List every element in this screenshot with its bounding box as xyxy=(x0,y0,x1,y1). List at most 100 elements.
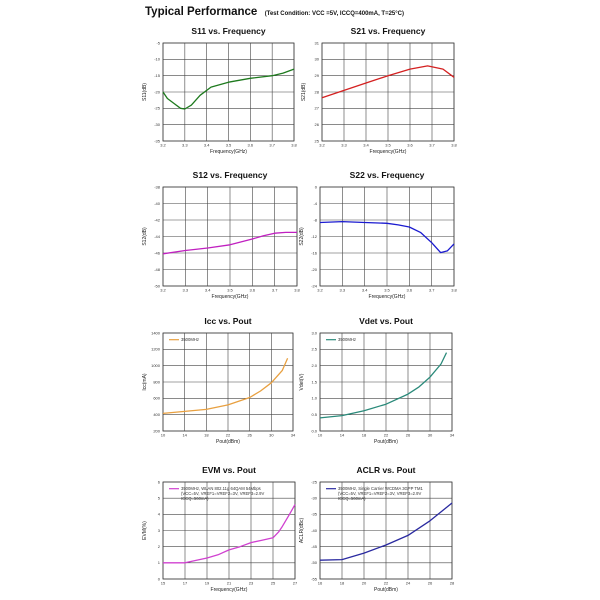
y-tick-label: -40 xyxy=(154,201,161,206)
y-axis-label: S11(dB) xyxy=(142,83,148,101)
y-tick-label: 1 xyxy=(158,560,161,565)
y-tick-label: -44 xyxy=(154,234,161,239)
x-tick-label: 3.3 xyxy=(340,288,346,293)
y-axis-label: Icc(mA) xyxy=(142,373,148,391)
y-tick-label: 0 xyxy=(315,184,318,189)
legend-label: ICCQ=560mA) xyxy=(338,496,366,501)
x-tick-label: 3.6 xyxy=(248,143,254,148)
y-tick-label: -50 xyxy=(311,560,318,565)
x-tick-label: 3.3 xyxy=(341,143,347,148)
series-line xyxy=(319,220,455,254)
y-tick-label: 28 xyxy=(315,89,320,94)
series-line xyxy=(163,504,296,564)
x-tick-label: 26 xyxy=(247,433,252,438)
chart-s12-vs-frequency: 3.2 3.3 3.4 3.5 3.6 3.7 3.8 -38 -40 -42 -44 -46 -48 -… xyxy=(142,170,301,300)
x-tick-label: 3.5 xyxy=(385,143,391,148)
chart-icc-vs-pout: 10 14 18 22 26 30 34 1400 1200 1000 800 600 400 200 Ic… xyxy=(142,316,296,445)
y-tick-label: -30 xyxy=(311,496,318,501)
y-tick-label: 1200 xyxy=(151,347,161,352)
x-tick-label: 18 xyxy=(362,433,367,438)
y-tick-label: -50 xyxy=(154,283,161,288)
x-tick-label: 3.8 xyxy=(451,143,457,148)
y-tick-label: 2.5 xyxy=(311,347,317,352)
x-tick-label: 3.6 xyxy=(407,288,413,293)
y-tick-label: 29 xyxy=(315,73,320,78)
x-tick-label: 30 xyxy=(269,433,274,438)
x-tick-label: 3.5 xyxy=(384,288,390,293)
chart-title: S12 vs. Frequency xyxy=(193,170,268,180)
x-axis-label: Frequency(GHz) xyxy=(212,294,249,300)
y-tick-label: -20 xyxy=(311,267,318,272)
x-axis-label: Frequency(GHz) xyxy=(369,294,406,300)
legend-label: 3500MHz xyxy=(181,337,199,342)
y-tick-label: -12 xyxy=(311,234,318,239)
y-tick-label: -15 xyxy=(154,73,161,78)
y-axis-label: S22(dB) xyxy=(299,227,305,246)
legend-label: 3500MHz, Single Carrier WCDMA 3GPP TM1 xyxy=(338,486,423,491)
y-tick-label: 1000 xyxy=(151,363,161,368)
y-axis-label: ACLR(dBc) xyxy=(299,518,305,544)
y-tick-label: 3.0 xyxy=(311,330,317,335)
y-tick-label: 1.5 xyxy=(311,379,317,384)
x-tick-label: 3.6 xyxy=(250,288,256,293)
x-tick-label: 17 xyxy=(183,581,188,586)
x-tick-label: 3.2 xyxy=(319,143,325,148)
y-tick-label: 0 xyxy=(158,576,161,581)
y-tick-label: -25 xyxy=(154,106,161,111)
x-tick-label: 16 xyxy=(318,581,323,586)
legend-label: (VCC=5V, VREF1=VREF2=3V, VREF3=2.9V xyxy=(181,491,264,496)
y-tick-label: 4 xyxy=(158,512,161,517)
x-tick-label: 3.4 xyxy=(362,288,368,293)
y-tick-label: -48 xyxy=(154,267,161,272)
y-tick-label: 800 xyxy=(153,379,160,384)
x-tick-label: 3.7 xyxy=(429,143,435,148)
y-tick-label: -35 xyxy=(154,138,161,143)
y-tick-label: 26 xyxy=(315,122,320,127)
y-axis-label: S21(dB) xyxy=(301,82,307,101)
y-tick-label: -45 xyxy=(311,544,318,549)
y-tick-label: -35 xyxy=(311,512,318,517)
y-tick-label: -24 xyxy=(311,283,318,288)
x-axis-label: Frequency(GHz) xyxy=(210,149,247,155)
x-tick-label: 28 xyxy=(450,581,455,586)
y-tick-label: -42 xyxy=(154,217,161,222)
y-tick-label: -30 xyxy=(154,122,161,127)
y-tick-label: -55 xyxy=(311,576,318,581)
x-tick-label: 23 xyxy=(249,581,254,586)
x-tick-label: 3.7 xyxy=(269,143,275,148)
y-tick-label: -46 xyxy=(154,250,161,255)
x-tick-label: 3.8 xyxy=(451,288,457,293)
chart-s22-vs-frequency: 3.2 3.3 3.4 3.5 3.6 3.7 3.8 0 -4 -8 -12 -16 -20 -24 S2… xyxy=(299,170,458,300)
series-line xyxy=(162,68,295,110)
x-tick-label: 3.2 xyxy=(160,288,166,293)
x-tick-label: 24 xyxy=(406,581,411,586)
x-tick-label: 3.4 xyxy=(204,143,210,148)
x-tick-label: 3.3 xyxy=(182,143,188,148)
x-axis-label: Pout(dBm) xyxy=(374,439,398,445)
x-tick-label: 3.8 xyxy=(294,288,300,293)
chart-s11-vs-frequency: 3.2 3.3 3.4 3.5 3.6 3.7 3.8 -5 -10 -15 -20 -25 -30 -3… xyxy=(142,26,298,155)
x-tick-label: 3.7 xyxy=(272,288,278,293)
series-line xyxy=(321,65,455,99)
x-tick-label: 3.7 xyxy=(429,288,435,293)
x-axis-label: Frequency(GHz) xyxy=(370,149,407,155)
x-tick-label: 34 xyxy=(450,433,455,438)
x-tick-label: 20 xyxy=(362,581,367,586)
y-tick-label: 1400 xyxy=(151,330,161,335)
y-tick-label: -38 xyxy=(154,184,161,189)
x-tick-label: 14 xyxy=(340,433,345,438)
x-tick-label: 21 xyxy=(227,581,232,586)
x-tick-label: 3.5 xyxy=(226,143,232,148)
y-tick-label: 5 xyxy=(158,496,161,501)
y-tick-label: 6 xyxy=(158,479,161,484)
y-tick-label: 400 xyxy=(153,412,160,417)
y-tick-label: -40 xyxy=(311,528,318,533)
y-tick-label: 2 xyxy=(158,544,161,549)
x-tick-label: 27 xyxy=(293,581,298,586)
y-tick-label: 31 xyxy=(315,40,320,45)
legend-label: 3500MHz, WLAN 802.11g 64QAM 54Mbps xyxy=(181,486,261,491)
chart-title: EVM vs. Pout xyxy=(202,465,256,475)
x-tick-label: 34 xyxy=(291,433,296,438)
